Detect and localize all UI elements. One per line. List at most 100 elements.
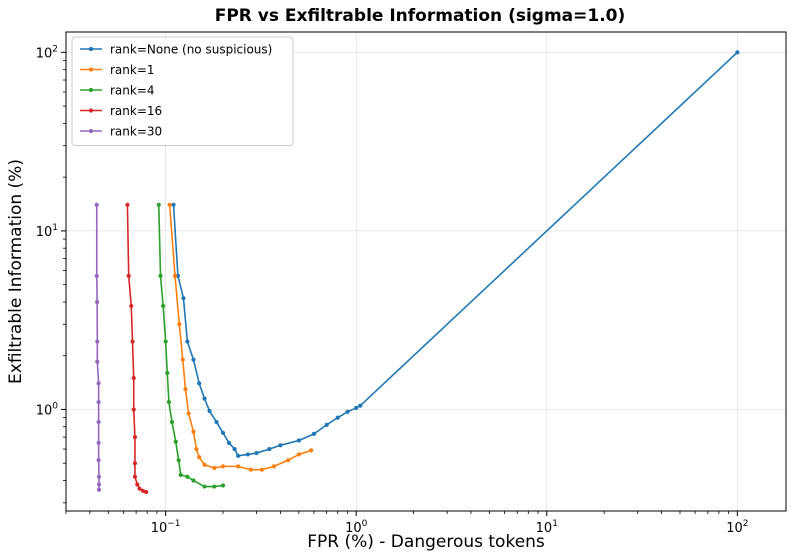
data-point — [169, 419, 175, 425]
data-point — [132, 474, 138, 479]
data-point — [96, 487, 102, 492]
plot-frame — [65, 31, 787, 512]
legend: rank=None (no suspicious) rank=1 rank=4 ran… — [71, 36, 294, 146]
data-point — [178, 472, 183, 478]
data-point — [96, 440, 101, 445]
data-point — [177, 322, 182, 327]
data-point — [144, 489, 149, 495]
series-layer — [94, 50, 740, 495]
data-point — [248, 467, 253, 472]
data-point — [191, 478, 196, 483]
data-point — [96, 482, 102, 487]
data-point — [96, 419, 101, 425]
data-point — [158, 273, 163, 278]
data-point — [335, 415, 340, 420]
data-point — [96, 399, 101, 405]
data-point — [296, 438, 301, 443]
data-point — [185, 339, 190, 344]
data-point — [130, 339, 135, 344]
data-point — [165, 370, 170, 376]
data-point — [95, 299, 100, 305]
data-point — [132, 435, 138, 440]
legend-marker — [88, 46, 94, 52]
series-line — [168, 204, 312, 471]
data-point — [245, 452, 250, 457]
data-point — [345, 409, 350, 414]
x-tick-label: 10−1 — [151, 519, 181, 536]
data-point — [135, 482, 140, 487]
data-point — [311, 431, 317, 436]
data-point — [296, 452, 301, 457]
series-line — [95, 204, 100, 490]
data-point — [172, 273, 178, 278]
series-line — [157, 204, 224, 488]
legend-label: rank=30 — [110, 125, 162, 139]
y-tick-label: 102 — [36, 44, 58, 61]
data-point — [194, 446, 199, 452]
data-point — [180, 357, 185, 362]
data-point — [214, 419, 219, 425]
data-point — [220, 464, 226, 469]
series-line — [126, 204, 147, 493]
data-point — [212, 465, 217, 471]
data-point — [278, 443, 283, 448]
data-point — [125, 202, 130, 207]
data-point — [202, 484, 207, 489]
data-point — [171, 202, 176, 207]
data-point — [140, 488, 146, 493]
data-point — [358, 403, 363, 408]
data-point — [191, 429, 196, 434]
data-point — [259, 467, 265, 472]
y-axis-label: Exfiltrable Information (%) — [6, 159, 26, 384]
data-point — [163, 339, 168, 344]
data-point — [132, 461, 138, 466]
series-4 — [94, 202, 102, 492]
data-point — [156, 202, 161, 207]
series-2 — [156, 202, 226, 489]
data-point — [96, 474, 102, 479]
data-point — [220, 430, 226, 435]
data-point — [183, 387, 188, 392]
data-point — [95, 339, 100, 344]
data-point — [181, 296, 186, 301]
data-point — [186, 411, 191, 416]
data-point — [95, 359, 100, 364]
legend-box — [71, 36, 294, 146]
data-point — [176, 458, 181, 463]
x-axis-label: FPR (%) - Dangerous tokens — [307, 532, 545, 552]
legend-label: rank=16 — [110, 104, 162, 118]
data-point — [232, 446, 237, 452]
data-point — [166, 399, 171, 405]
series-3 — [125, 202, 149, 495]
data-point — [131, 407, 136, 412]
series-0 — [171, 50, 740, 458]
data-point — [735, 50, 740, 55]
data-point — [212, 484, 217, 489]
legend-marker — [88, 108, 94, 113]
data-point — [96, 458, 101, 463]
y-tick-label: 101 — [36, 223, 58, 240]
legend-label: rank=4 — [110, 84, 155, 98]
legend-marker — [88, 128, 94, 134]
data-point — [271, 464, 277, 469]
chart-title: FPR vs Exfiltrable Information (sigma=1.… — [215, 6, 626, 26]
data-point — [94, 202, 99, 207]
data-point — [161, 303, 166, 309]
data-point — [354, 405, 359, 411]
x-tick-label: 102 — [726, 519, 748, 536]
series-1 — [167, 202, 314, 472]
legend-marker — [88, 67, 94, 72]
data-point — [185, 474, 190, 479]
data-point — [202, 462, 207, 467]
data-point — [226, 440, 232, 445]
data-point — [131, 375, 136, 381]
data-point — [175, 273, 181, 278]
data-point — [236, 453, 241, 458]
data-point — [309, 448, 314, 453]
legend-label: rank=None (no suspicious) — [110, 43, 272, 57]
y-tick-label: 100 — [36, 401, 59, 418]
data-point — [207, 408, 212, 414]
x-tick-label: 100 — [345, 519, 368, 536]
data-point — [191, 357, 196, 362]
